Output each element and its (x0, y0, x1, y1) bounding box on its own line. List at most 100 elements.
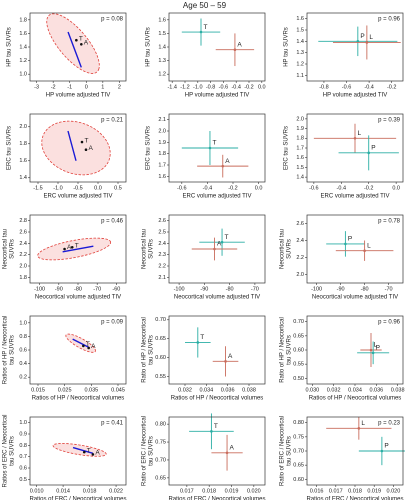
y-tick-label: 0.60 (293, 477, 304, 483)
point (84, 148, 88, 151)
y-tick-label: 2.2 (296, 255, 304, 261)
x-tick-label: -100 (311, 286, 322, 292)
x-tick-label: 1 (101, 84, 104, 90)
x-tick-label: -0.5 (73, 185, 82, 191)
point-label: P (376, 345, 380, 352)
y-tick-label: 0.8 (19, 443, 27, 449)
x-tick-label: -2 (51, 84, 56, 90)
point (367, 151, 371, 155)
y-tick-label: 0.55 (293, 362, 304, 368)
point-label: A (84, 39, 89, 46)
y-axis-label: Neocortical tau (280, 229, 286, 269)
y-tick-label: 2.6 (19, 229, 27, 235)
plot-frame (29, 113, 127, 183)
point (357, 427, 361, 430)
x-tick-label: 0.0 (258, 84, 266, 90)
regression-line (72, 446, 94, 454)
x-axis-label: Ratios of ERC / Neocortical volumes (306, 497, 403, 500)
y-tick-label: 2.4 (19, 241, 27, 247)
y-tick-label: 0.80 (293, 420, 304, 426)
x-tick-label: -0.6 (309, 185, 318, 191)
y-tick-label: 2.6 (296, 221, 304, 227)
y-tick-label: 1.6 (296, 155, 304, 161)
point-label: T (212, 140, 216, 147)
point (344, 242, 347, 246)
y-axis-label: SUVRs (10, 239, 16, 259)
y-tick-label: 1.7 (296, 145, 304, 151)
x-tick-label: -60 (112, 286, 120, 292)
x-tick-label: 0.035 (84, 387, 98, 393)
y-tick-label: 2.0 (19, 263, 27, 269)
x-tick-label: 0.038 (391, 387, 405, 393)
plot-frame (306, 416, 404, 486)
y-tick-label: 1.2 (158, 72, 166, 78)
point-label: P (384, 443, 388, 450)
x-tick-label: 0.017 (180, 488, 194, 494)
y-tick-label: 0.70 (155, 317, 166, 323)
point (70, 246, 74, 249)
y-tick-label: 2.4 (296, 238, 304, 244)
y-tick-label: 1.6 (19, 31, 27, 37)
p-value: p = 0.39 (378, 118, 401, 124)
y-tick-label: 0.60 (293, 347, 304, 353)
x-tick-label: -3 (34, 84, 39, 90)
point (369, 348, 373, 352)
point-label: T (75, 243, 79, 250)
point-label: A (89, 145, 94, 152)
y-tick-label: 2.2 (158, 263, 166, 269)
y-tick-label: 2.1 (158, 117, 166, 123)
y-tick-label: 1.8 (296, 136, 304, 142)
y-tick-label: 0.65 (155, 475, 166, 481)
x-tick-label: 0.017 (329, 488, 343, 494)
p-value: p = 0.41 (101, 421, 124, 427)
x-axis-label: HP volume adjusted TIV (323, 93, 387, 99)
x-tick-label: 0.036 (221, 387, 235, 393)
x-tick-label: 0.5 (114, 185, 122, 191)
x-axis-label: HP volume adjusted TIV (46, 93, 110, 99)
y-tick-label: 0.65 (155, 336, 166, 342)
point-label: A (237, 41, 242, 48)
plot-frame (29, 416, 127, 486)
x-tick-label: 0.010 (30, 488, 44, 494)
x-tick-label: 0.0 (94, 185, 102, 191)
x-tick-label: -0.4 (231, 84, 240, 90)
y-tick-label: 1.5 (296, 165, 304, 171)
y-axis-label: tau SUVRs (287, 436, 293, 466)
y-axis-label: SUVRs (287, 239, 293, 259)
point (82, 344, 85, 348)
plot-frame (306, 214, 404, 284)
x-tick-label: -90 (55, 286, 63, 292)
y-tick-label: 0.50 (293, 376, 304, 382)
x-tick-label: -100 (174, 286, 185, 292)
point-label: T (86, 341, 90, 348)
x-tick-label: -0.4 (203, 185, 212, 191)
y-tick-label: 0.70 (155, 457, 166, 463)
y-tick-label: 1.2 (296, 61, 304, 67)
point-label: A (228, 353, 233, 360)
y-tick-label: 1.8 (19, 17, 27, 23)
x-tick-label: 0.020 (387, 488, 401, 494)
p-value: p = 0.23 (378, 421, 401, 427)
point-label: T (87, 447, 91, 454)
y-tick-label: 0.65 (293, 463, 304, 469)
point-label: L (369, 34, 373, 41)
y-tick-label: 0.75 (155, 440, 166, 446)
x-tick-label: -0.6 (219, 84, 228, 90)
x-tick-label: -1.4 (167, 84, 176, 90)
point (80, 140, 84, 144)
x-tick-label: -70 (93, 286, 101, 292)
point (87, 346, 90, 350)
y-tick-label: 2.0 (158, 128, 166, 134)
plot-frame (168, 315, 266, 385)
y-axis-label: Ratio of HP / Neocortical (142, 317, 148, 383)
x-tick-label: -90 (200, 286, 208, 292)
x-tick-label: 0.032 (327, 387, 341, 393)
point-label: T (200, 334, 204, 341)
y-tick-label: 1.0 (19, 72, 27, 78)
point-label: L (374, 342, 378, 349)
x-axis-label: Ratios of HP / Neocortical volumes (309, 396, 402, 402)
plot-frame (29, 12, 127, 82)
point (91, 453, 95, 456)
p-value: p = 0.09 (101, 320, 124, 326)
